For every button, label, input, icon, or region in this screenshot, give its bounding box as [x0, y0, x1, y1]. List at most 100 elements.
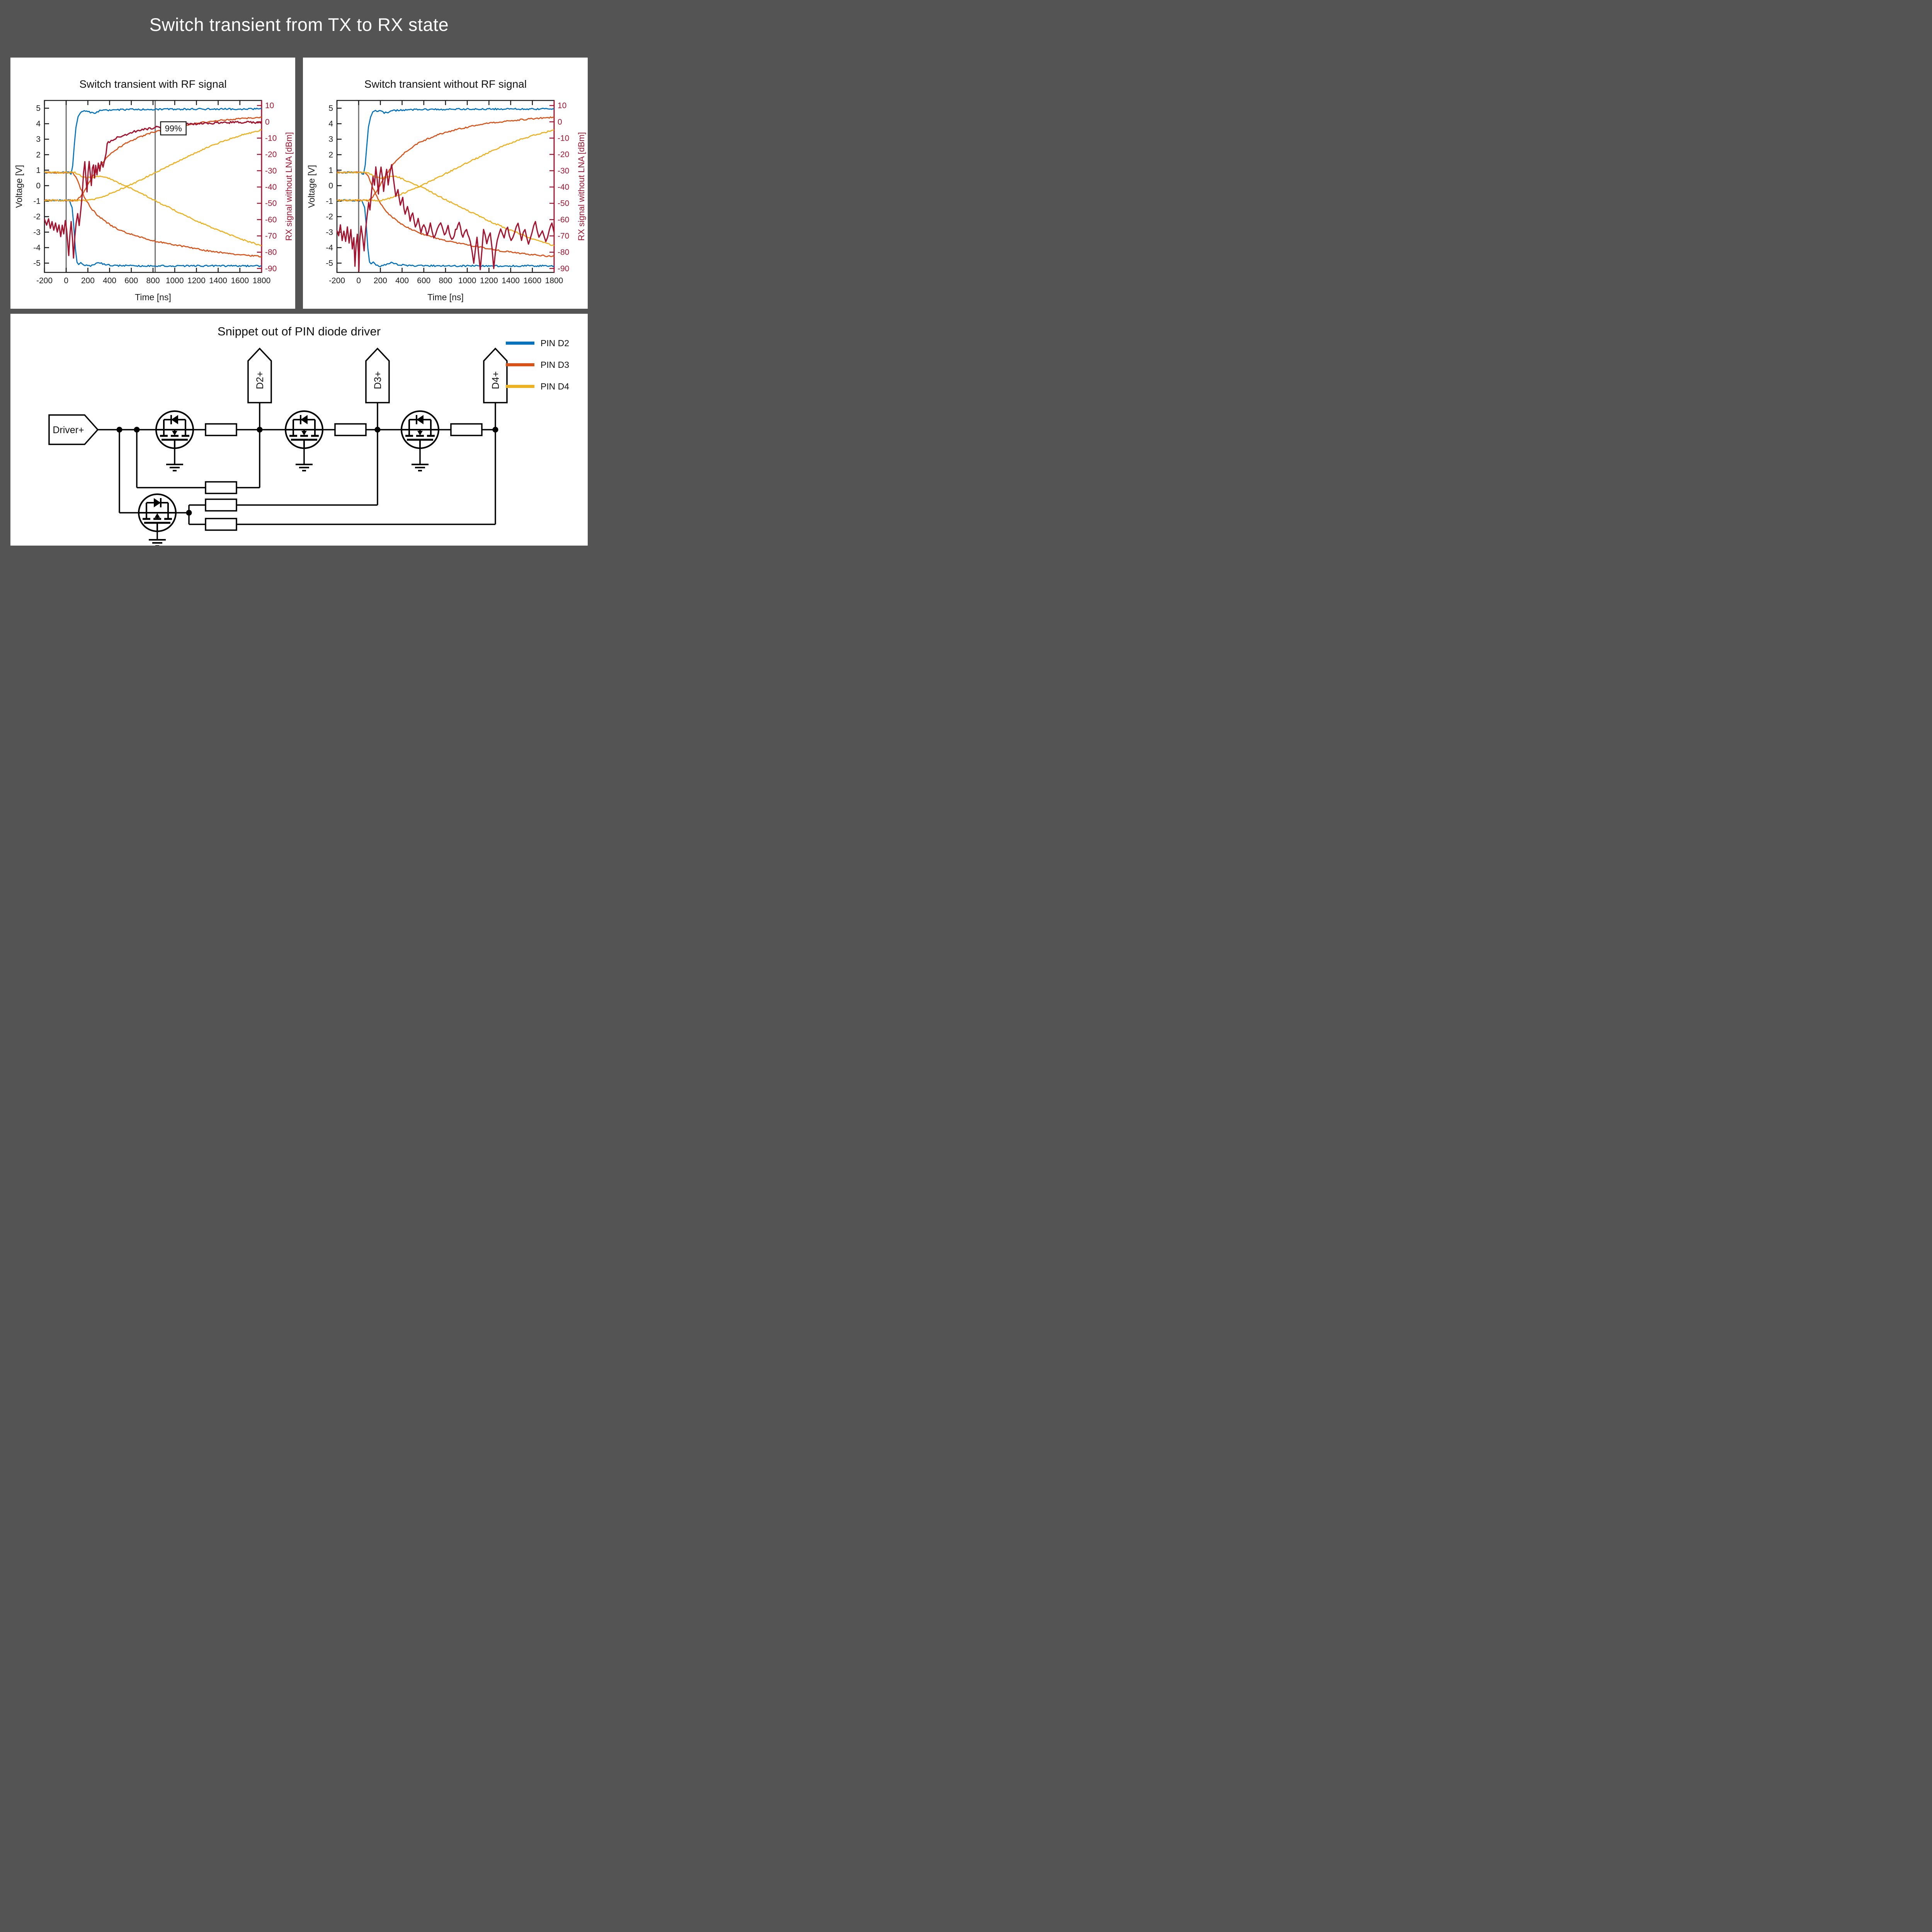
circuit-svg: Driver+ D2+ D3+ D4+ — [48, 347, 508, 546]
x-tick-label: 200 — [374, 276, 387, 285]
y-right-tick-label: -40 — [558, 183, 569, 192]
chart-title: Switch transient with RF signal — [79, 78, 226, 90]
y-right-tick-label: -70 — [558, 232, 569, 241]
y-left-tick-label: 0 — [36, 181, 41, 190]
y-left-tick-label: 1 — [328, 166, 333, 175]
y-left-tick-label: 1 — [36, 166, 41, 175]
y-right-tick-label: -10 — [558, 134, 569, 143]
junction-dot — [492, 427, 498, 433]
body-diode-icon — [171, 415, 178, 424]
y-left-tick-label: 0 — [328, 181, 333, 190]
x-tick-label: 800 — [439, 276, 452, 285]
flag-d3-label: D3+ — [372, 371, 383, 389]
flag-d2: D2+ — [247, 347, 272, 403]
chart-panel-with-rf-signal: -200 0 200 400 600 800 1000 1200 1400 1600 1800 5 4 3… — [10, 58, 295, 309]
series-pin-d2-fall — [337, 199, 554, 267]
legend-swatch-pin-d3-icon — [505, 363, 534, 366]
legend-label-pin-d3: PIN D3 — [540, 359, 569, 370]
resistor — [334, 423, 367, 436]
legend-label-pin-d4: PIN D4 — [540, 381, 569, 391]
x-tick-label: 600 — [124, 276, 138, 285]
y-right-tick-label: -20 — [558, 150, 569, 159]
y-left-tick-label: -3 — [326, 228, 333, 237]
y-left-tick-label: -1 — [326, 197, 333, 206]
body-diode-icon — [417, 415, 423, 424]
driver-flag-label: Driver+ — [53, 425, 84, 435]
x-tick-label: 1200 — [187, 276, 206, 285]
y-right-tick-label: -10 — [265, 134, 277, 143]
circuit-panel: Snippet out of PIN diode driver PIN D2 P… — [10, 314, 588, 546]
series-rx-signal — [336, 164, 555, 272]
legend-item-pin-d2: PIN D2 — [505, 332, 569, 354]
x-tick-label: 400 — [103, 276, 116, 285]
y-right-tick-label: -30 — [558, 167, 569, 175]
ground-symbol — [412, 464, 429, 471]
flag-d4-label: D4+ — [490, 371, 501, 389]
ground-symbol — [166, 464, 183, 471]
junction-dot — [257, 427, 263, 433]
bulk-arrow-down-icon — [417, 431, 423, 435]
series-pin-d3-fall — [337, 171, 554, 257]
body-diode-icon — [301, 415, 308, 424]
y-left-tick-label: -5 — [33, 259, 41, 268]
y-left-tick-label: 5 — [36, 104, 41, 113]
x-tick-label: 1200 — [480, 276, 498, 285]
x-tick-label: -200 — [329, 276, 345, 285]
mosfet-d4 — [401, 410, 439, 449]
y-left-axis-label: Voltage [V] — [14, 165, 24, 208]
y-left-tick-label: 4 — [36, 119, 41, 128]
y-right-tick-label: 0 — [265, 117, 270, 126]
y-left-tick-label: 3 — [36, 135, 41, 144]
y-left-tick-label: 4 — [328, 119, 333, 128]
x-tick-label: 800 — [146, 276, 160, 285]
flag-d3: D3+ — [365, 347, 390, 403]
y-right-tick-label: -90 — [265, 264, 277, 273]
x-tick-label: 200 — [81, 276, 95, 285]
y-right-tick-label: -40 — [265, 183, 277, 192]
junction-dot — [134, 427, 140, 433]
resistor — [205, 481, 237, 494]
flag-d4: D4+ — [483, 347, 508, 403]
x-tick-label: 0 — [64, 276, 68, 285]
y-right-tick-label: -90 — [558, 264, 569, 273]
x-tick-label: 1400 — [209, 276, 227, 285]
y-left-tick-label: 3 — [328, 135, 333, 144]
circuit-legend: PIN D2 PIN D3 PIN D4 — [505, 332, 569, 397]
ground-symbol — [149, 539, 166, 546]
resistor — [205, 498, 237, 512]
series-pin-d3-rise — [337, 116, 554, 202]
resistor — [450, 423, 483, 436]
y-right-axis-label: RX signal without LNA [dBm] — [577, 132, 586, 241]
y-left-tick-label: -4 — [326, 243, 333, 252]
junction-dot — [116, 427, 122, 433]
x-tick-label: -200 — [36, 276, 53, 285]
x-axis-label: Time [ns] — [427, 292, 464, 302]
series-pin-d4-rise — [44, 129, 262, 202]
x-tick-label: 1800 — [545, 276, 563, 285]
y-left-tick-label: -2 — [33, 213, 41, 221]
series-pin-d2-fall — [44, 199, 262, 267]
plot-box — [336, 100, 555, 273]
series-pin-d2-rise — [337, 107, 554, 175]
legend-swatch-pin-d4-icon — [505, 385, 534, 388]
mosfet-d2 — [155, 410, 194, 449]
y-right-tick-label: -80 — [558, 248, 569, 257]
bulk-arrow-down-icon — [301, 431, 307, 435]
junction-dot — [374, 427, 381, 433]
x-tick-label: 600 — [417, 276, 430, 285]
annotation-label: 99% — [165, 124, 182, 133]
x-tick-label: 1600 — [231, 276, 249, 285]
y-left-tick-label: -5 — [326, 259, 333, 268]
x-tick-label: 1800 — [253, 276, 271, 285]
driver-flag: Driver+ — [48, 414, 99, 445]
legend-item-pin-d3: PIN D3 — [505, 354, 569, 376]
y-right-axis-label: RX signal without LNA [dBm] — [284, 132, 294, 241]
y-right-tick-label: -50 — [265, 199, 277, 208]
resistor — [205, 518, 237, 531]
series-pin-d4-fall — [44, 171, 262, 247]
y-left-tick-label: -3 — [33, 228, 41, 237]
y-right-tick-label: -20 — [265, 150, 277, 159]
y-right-tick-label: -70 — [265, 232, 277, 241]
legend-item-pin-d4: PIN D4 — [505, 376, 569, 397]
y-right-tick-label: -50 — [558, 199, 569, 208]
